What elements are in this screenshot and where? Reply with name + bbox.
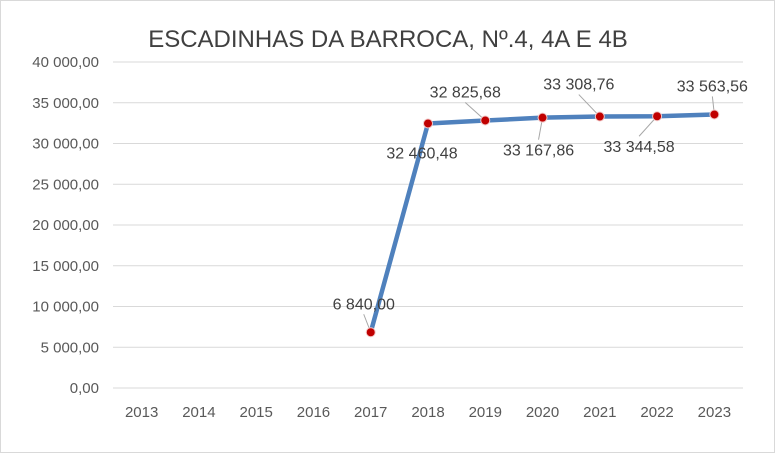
y-tick-label: 35 000,00 xyxy=(32,95,99,112)
data-point xyxy=(365,327,376,338)
x-tick-label: 2017 xyxy=(354,404,387,421)
chart-title: ESCADINHAS DA BARROCA, Nº.4, 4A E 4B xyxy=(148,26,628,53)
series-layer xyxy=(365,109,720,338)
y-tick-label: 25 000,00 xyxy=(32,176,99,193)
y-axis-tick-labels: 0,00 5 000,00 10 000,00 15 000,00 20 000,00 2… xyxy=(32,54,99,397)
x-axis-tick-labels: 2013 2014 2015 2016 2017 2018 2019 2020 2021 2022… xyxy=(125,404,731,421)
y-tick-label: 40 000,00 xyxy=(32,54,99,71)
data-label-leader-lines xyxy=(363,94,715,333)
y-tick-label: 0,00 xyxy=(70,380,99,397)
data-point xyxy=(709,109,720,120)
data-label: 33 344,58 xyxy=(603,139,674,156)
data-label: 32 825,68 xyxy=(430,84,501,101)
data-labels: 6 840,00 32 460,48 32 825,68 33 167,86 33 30… xyxy=(333,77,748,314)
data-label: 33 563,56 xyxy=(677,78,748,95)
y-tick-label: 30 000,00 xyxy=(32,136,99,153)
y-tick-label: 20 000,00 xyxy=(32,217,99,234)
x-tick-label: 2021 xyxy=(583,404,616,421)
data-point xyxy=(423,118,433,129)
data-label: 33 167,86 xyxy=(503,143,574,160)
y-tick-label: 15 000,00 xyxy=(32,258,99,275)
x-tick-label: 2020 xyxy=(526,404,559,421)
x-tick-label: 2013 xyxy=(125,404,158,421)
leader-line xyxy=(578,94,601,117)
y-tick-label: 10 000,00 xyxy=(32,299,99,316)
x-tick-label: 2018 xyxy=(411,404,444,421)
data-label: 33 308,76 xyxy=(543,77,614,94)
data-point xyxy=(537,112,548,123)
y-tick-label: 5 000,00 xyxy=(41,339,99,356)
x-tick-label: 2015 xyxy=(239,404,272,421)
x-tick-label: 2023 xyxy=(698,404,731,421)
x-tick-label: 2022 xyxy=(640,404,673,421)
x-tick-label: 2019 xyxy=(469,404,502,421)
data-label: 32 460,48 xyxy=(386,145,457,162)
data-point xyxy=(480,115,491,126)
gridlines xyxy=(113,61,743,389)
data-label: 6 840,00 xyxy=(333,296,395,313)
x-tick-label: 2014 xyxy=(182,404,215,421)
x-tick-label: 2016 xyxy=(297,404,330,421)
data-point xyxy=(652,111,663,122)
data-point xyxy=(594,111,605,122)
